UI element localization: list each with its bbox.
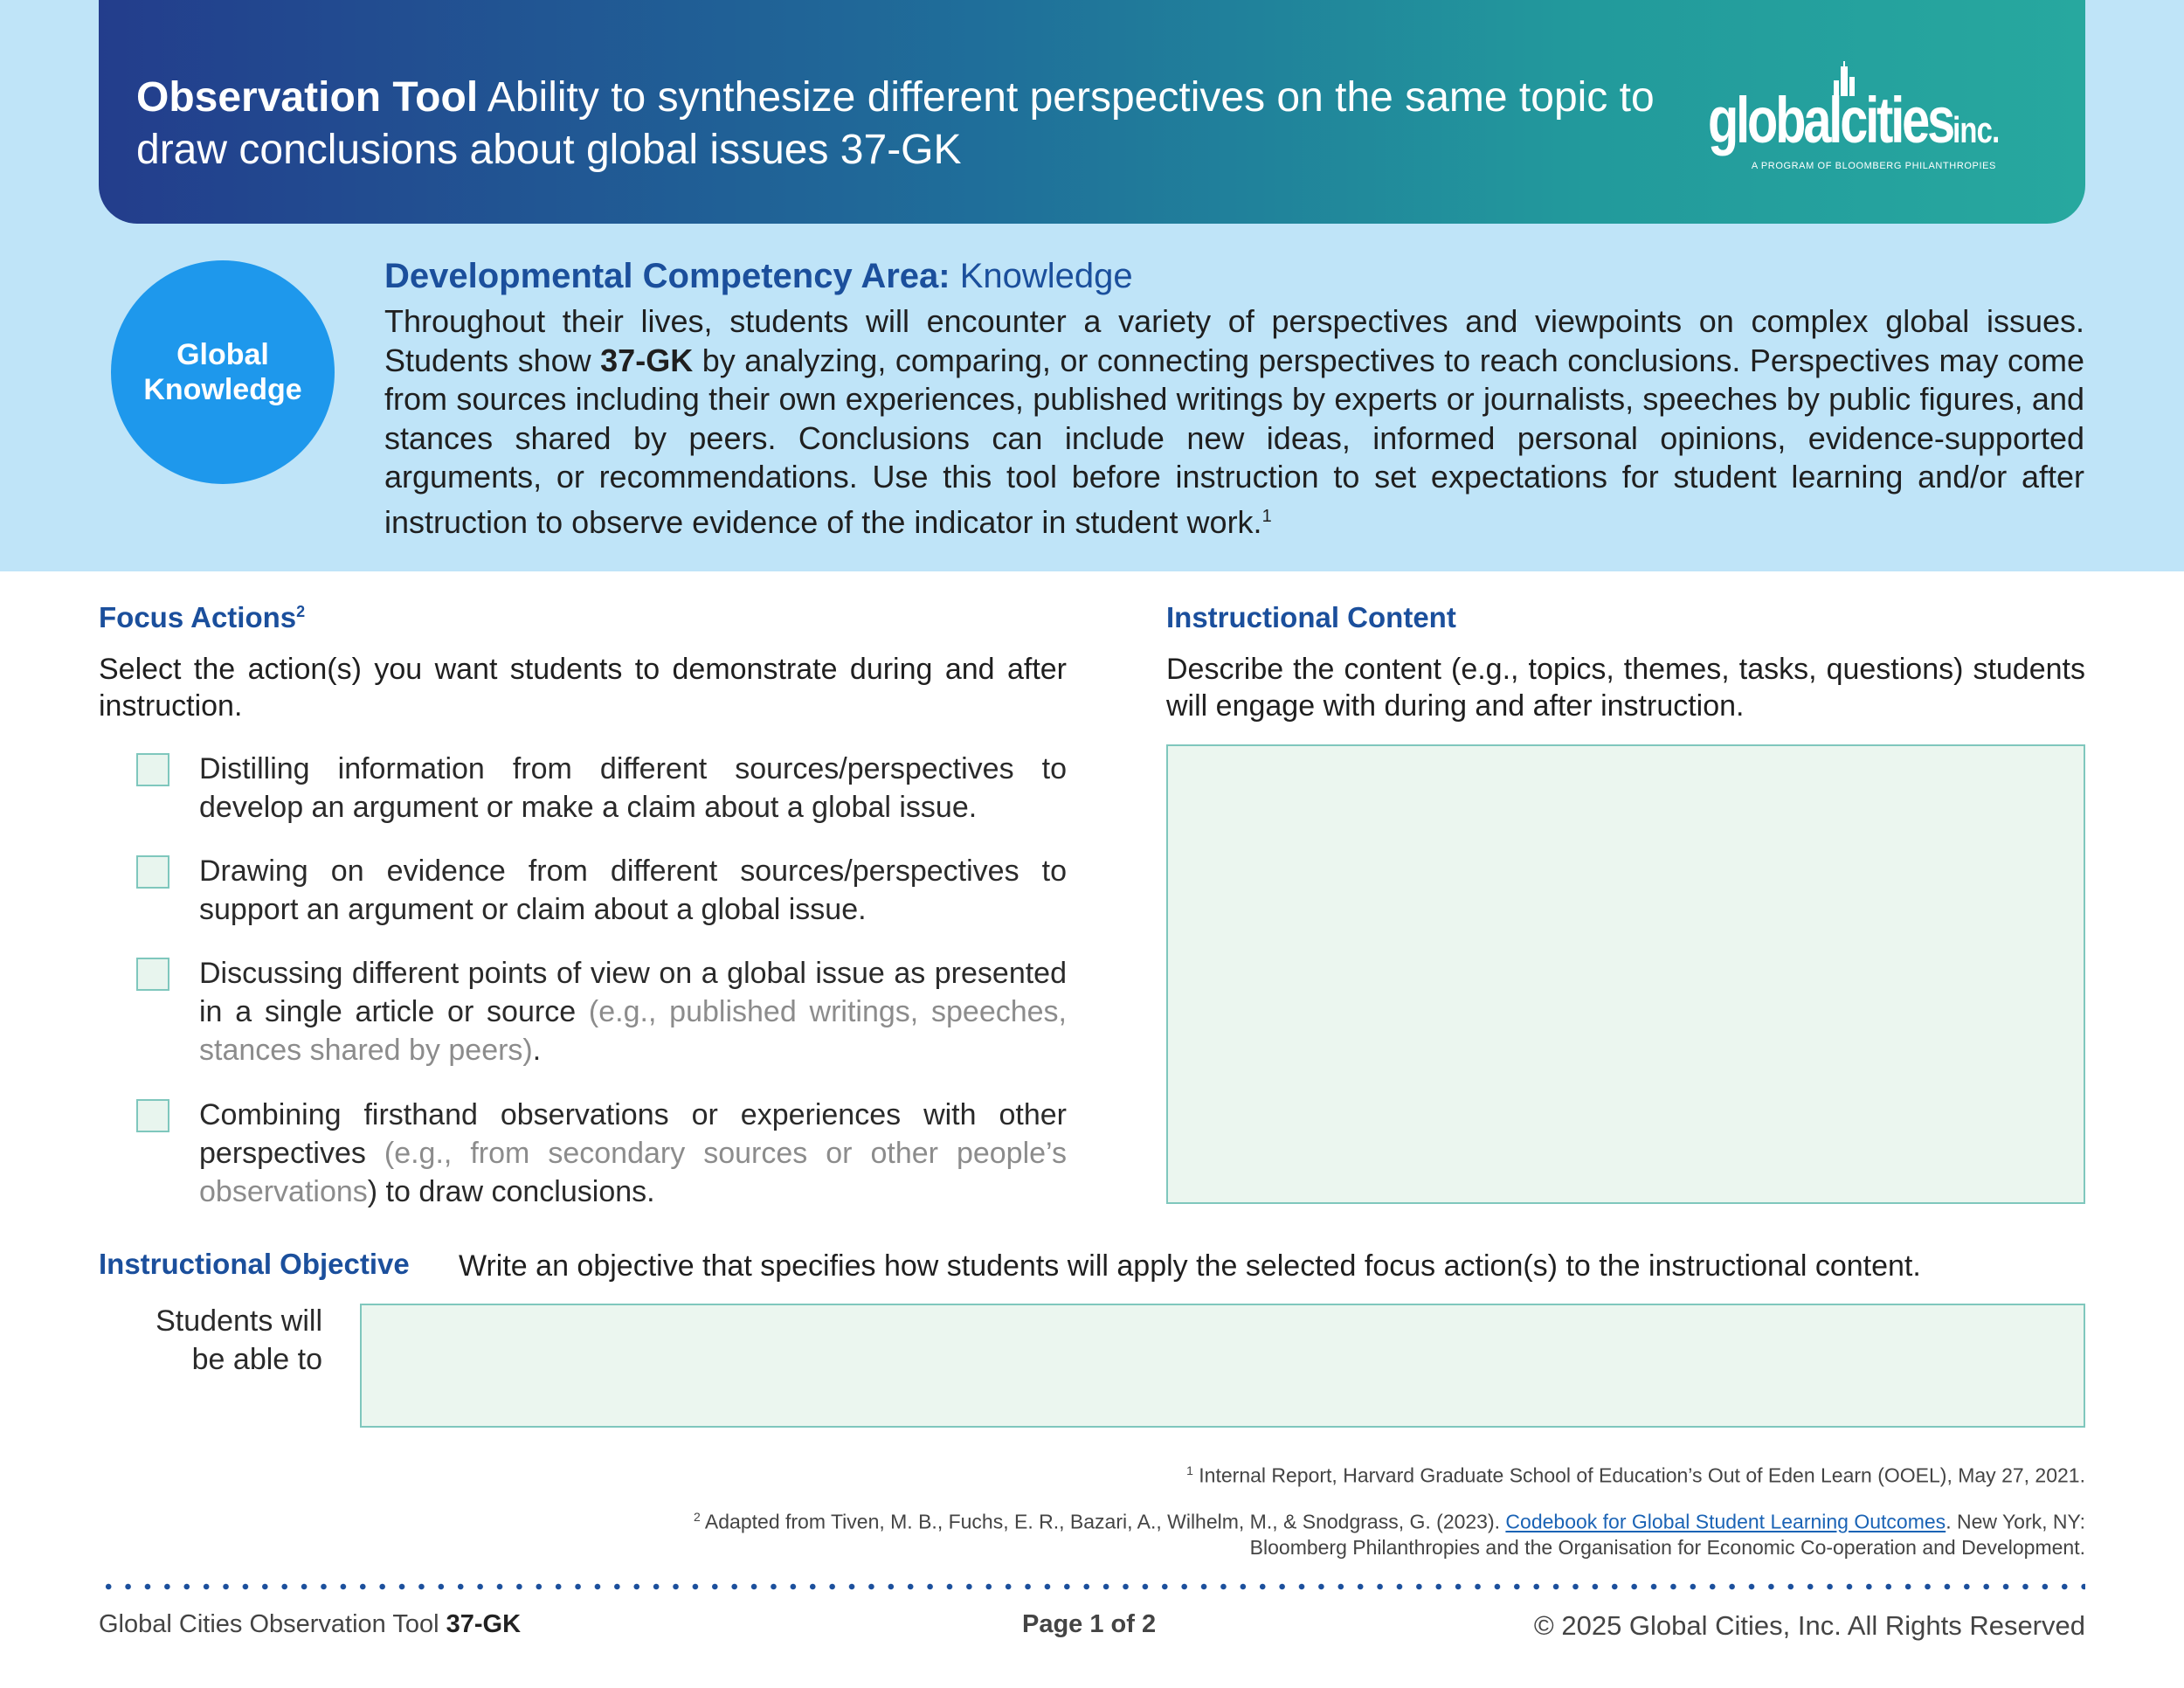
footnote-2: 2 Adapted from Tiven, M. B., Fuchs, E. R… [694, 1510, 2085, 1559]
badge-line-1: Global [176, 338, 269, 371]
competency-heading: Developmental Competency Area: Knowledge [384, 253, 1133, 299]
focus-action-checkbox[interactable] [136, 753, 169, 786]
indicator-code: 37-GK [600, 342, 694, 378]
page-header: Observation Tool Ability to synthesize d… [99, 0, 2085, 224]
page-title-rest: Ability to synthesize different perspect… [136, 74, 1655, 173]
competency-label: Developmental Competency Area: [384, 257, 950, 295]
logo-tagline: A PROGRAM OF BLOOMBERG PHILANTHROPIES [1751, 161, 1996, 171]
focus-action-checkbox[interactable] [136, 958, 169, 991]
instructional-content-heading: Instructional Content [1166, 601, 1456, 633]
dotted-divider [99, 1583, 2085, 1590]
instructional-objective-description: Write an objective that specifies how st… [459, 1249, 1921, 1283]
focus-action-example: (e.g., from secondary sources or other p… [199, 1137, 1067, 1208]
competency-value: Knowledge [959, 257, 1133, 295]
students-will-label: Students will be able to [156, 1304, 322, 1376]
focus-action-example: (e.g., published writings, speeches, sta… [199, 995, 1067, 1067]
page-title-bold: Observation Tool [136, 74, 479, 121]
footer-document-title: Global Cities Observation Tool 37-GK [99, 1610, 522, 1638]
focus-action-text: Distilling information from different so… [199, 752, 1067, 824]
intro-paragraph: Throughout their lives, students will en… [384, 303, 2084, 540]
footnote-ref-1: 1 [1261, 506, 1272, 526]
codebook-link[interactable]: Codebook for Global Student Learning Out… [1505, 1510, 1946, 1533]
instructional-content-input[interactable] [1166, 744, 2085, 1204]
focus-action-text: Drawing on evidence from different sourc… [199, 854, 1067, 926]
badge-line-2: Knowledge [143, 373, 302, 406]
focus-actions-heading: Focus Actions2 [99, 601, 306, 633]
focus-action-checkbox[interactable] [136, 855, 169, 889]
skyline-icon [1834, 61, 1855, 96]
focus-action-text: Discussing different points of view on a… [199, 957, 1067, 1067]
footer-copyright: © 2025 Global Cities, Inc. All Rights Re… [1533, 1610, 2085, 1641]
page-title: Observation Tool Ability to synthesize d… [136, 72, 1656, 176]
footnote-ref-2: 2 [296, 603, 306, 620]
instructional-content-description: Describe the content (e.g., topics, them… [1166, 653, 2085, 723]
footer-page-number: Page 1 of 2 [1022, 1610, 1157, 1638]
instructional-objective-input[interactable] [360, 1304, 2085, 1428]
global-knowledge-badge: Global Knowledge [111, 260, 335, 484]
instructional-objective-heading: Instructional Objective [99, 1248, 410, 1280]
global-cities-logo: globalcitiesinc. A PROGRAM OF BLOOMBERG … [1708, 61, 2000, 175]
focus-action-text: Combining firsthand observations or expe… [199, 1098, 1067, 1208]
focus-action-checkbox[interactable] [136, 1099, 169, 1132]
logo-wordmark: globalcitiesinc. [1708, 84, 2000, 156]
focus-actions-description: Select the action(s) you want students t… [99, 653, 1067, 723]
footnote-1: 1 Internal Report, Harvard Graduate Scho… [1186, 1463, 2085, 1487]
